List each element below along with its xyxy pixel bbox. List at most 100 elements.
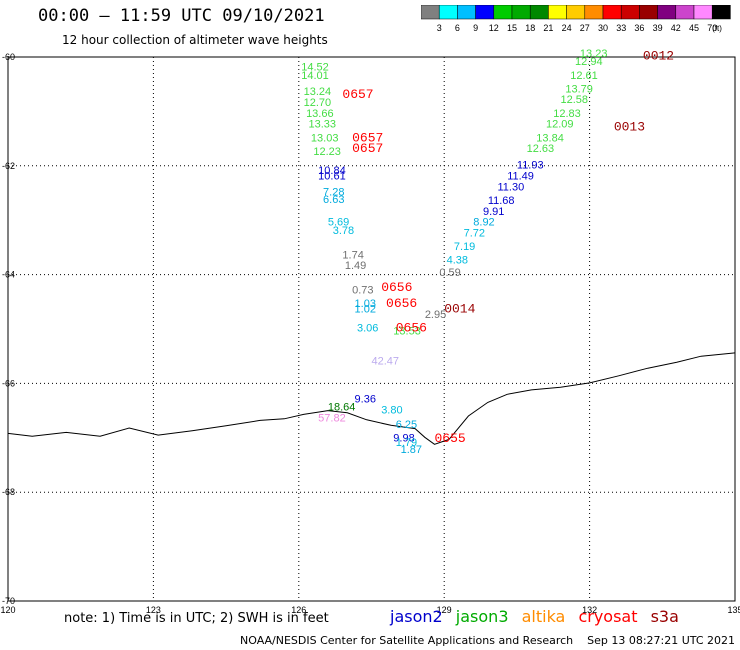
swh-value-cryosat: 14.52	[301, 62, 329, 74]
swh-value-s3a: 12.83	[553, 108, 581, 120]
swh-value-s3a: 13.23	[580, 48, 608, 60]
swh-value-s3a: 11.68	[488, 195, 515, 207]
colorbar-label: 6	[455, 23, 460, 33]
swh-value-cryosat: 13.66	[306, 108, 334, 120]
colorbar-unit: (ft)	[712, 24, 722, 33]
swh-value-cryosat: 13.24	[304, 86, 332, 98]
x-tick-label: 123	[146, 605, 161, 615]
swh-value-cryosat: 3.78	[333, 225, 354, 237]
colorbar-label: 39	[653, 23, 663, 33]
colorbar-label: 70	[707, 23, 717, 33]
swh-value-s3a: 11.30	[498, 181, 525, 193]
y-tick-label: -66	[2, 378, 15, 388]
swh-value-cryosat: 0.73	[352, 285, 373, 297]
x-tick-label: 120	[0, 605, 15, 615]
pass-time-label: 0657	[342, 87, 373, 102]
swh-value-cryosat: 18.64	[328, 402, 356, 414]
legend-s3a: s3a	[650, 607, 679, 626]
swh-value-s3a: 13.79	[565, 83, 593, 95]
y-tick-label: -70	[2, 596, 15, 606]
credit-line: NOAA/NESDIS Center for Satellite Applica…	[240, 634, 736, 647]
swh-value-cryosat: 10.61	[318, 170, 346, 182]
swh-value-cryosat: 13.33	[308, 119, 336, 131]
swh-value-cryosat: 5.69	[328, 217, 349, 229]
swh-value-cryosat: 1.03	[355, 298, 376, 310]
x-tick-label: 126	[291, 605, 306, 615]
coastline	[7, 352, 736, 445]
colorbar-label: 9	[473, 23, 478, 33]
colorbar-label: 45	[689, 23, 699, 33]
swh-value-cryosat: 9.36	[355, 393, 376, 405]
x-tick-label: 129	[437, 605, 452, 615]
footer-note: note: 1) Time is in UTC; 2) SWH is in fe…	[64, 611, 329, 626]
swh-value-cryosat: 1.74	[342, 249, 363, 261]
pass-time-label: 0656	[386, 296, 417, 311]
swh-value-cryosat: 2.95	[425, 309, 446, 321]
legend-jason2: jason2	[390, 607, 443, 626]
pass-time-label: 0656	[381, 280, 412, 295]
pass-time-label: 0657	[352, 130, 383, 145]
swh-value-cryosat: 13.03	[311, 132, 339, 144]
swh-value-s3a: 11.93	[517, 160, 544, 172]
swh-value-s3a: 0.59	[439, 267, 460, 279]
swh-value-s3a: 4.38	[447, 255, 468, 267]
swh-value-s3a: 12.94	[575, 56, 603, 68]
x-tick-label: 132	[582, 605, 597, 615]
swh-value-cryosat: 42.47	[372, 355, 400, 367]
colorbar-label: 27	[580, 23, 590, 33]
colorbar-label: 42	[671, 23, 681, 33]
swh-value-s3a: 8.92	[473, 217, 494, 229]
y-tick-label: -64	[2, 270, 15, 280]
swh-value-cryosat: 6.25	[396, 419, 417, 431]
colorbar-label: 15	[507, 23, 517, 33]
y-tick-label: -68	[2, 487, 15, 497]
swh-value-cryosat: 1.87	[401, 444, 422, 456]
swh-value-s3a: 7.19	[454, 241, 475, 253]
legend-cryosat: cryosat	[578, 607, 638, 626]
swh-value-cryosat: 1.49	[345, 260, 366, 272]
swh-value-cryosat: 3.80	[381, 404, 402, 416]
swh-value-cryosat: 1.02	[355, 304, 376, 316]
colorbar: 3 6 9 12 15 18 21 24 27 30 33 36 39 42 45 70(ft)	[421, 5, 731, 33]
swh-value-cryosat: 13.53	[393, 325, 421, 337]
swh-value-s3a: 11.49	[507, 170, 534, 182]
satellite-legend: jason2 jason3 altika cryosat s3a	[390, 607, 687, 626]
swh-value-cryosat: 3.06	[357, 323, 378, 335]
colorbar-label: 30	[598, 23, 608, 33]
colorbar-label: 21	[543, 23, 553, 33]
swh-value-cryosat: 7.28	[323, 187, 344, 199]
colorbar-label: 18	[525, 23, 535, 33]
chart-title: 00:00 – 11:59 UTC 09/10/2021	[38, 6, 325, 26]
swh-value-s3a: 12.63	[527, 143, 555, 155]
colorbar-label: 36	[634, 23, 644, 33]
swh-value-s3a: 7.72	[464, 228, 485, 240]
swh-value-s3a: 9.91	[483, 206, 504, 218]
colorbar-label: 3	[437, 23, 442, 33]
swh-value-s3a: 12.61	[570, 70, 598, 82]
pass-time-label: 0656	[396, 321, 427, 336]
chart-subtitle: 12 hour collection of altimeter wave hei…	[62, 33, 328, 47]
swh-value-cryosat: 57.82	[318, 412, 346, 424]
swh-value-cryosat: 10.84	[318, 165, 346, 177]
swh-value-cryosat: 1.79	[396, 437, 417, 449]
map-frame	[7, 56, 736, 602]
pass-time-label: 0012	[643, 49, 674, 64]
y-tick-label: -60	[2, 52, 15, 62]
swh-value-s3a: 12.58	[561, 94, 589, 106]
pass-time-label: 0013	[614, 119, 645, 134]
y-tick-label: -62	[2, 161, 15, 171]
swh-value-cryosat: 12.70	[304, 97, 332, 109]
colorbar-label: 33	[616, 23, 626, 33]
swh-value-s3a: 12.09	[546, 119, 574, 131]
pass-time-label: 0657	[352, 141, 383, 156]
pass-time-label: 0014	[444, 302, 475, 317]
swh-value-s3a: 13.84	[536, 132, 564, 144]
swh-value-cryosat: 14.01	[301, 70, 329, 82]
swh-value-cryosat: 6.63	[323, 194, 344, 206]
pass-time-label: 0655	[435, 431, 466, 446]
colorbar-swatch	[711, 5, 731, 20]
x-tick-label: 135	[727, 605, 740, 615]
swh-value-cryosat: 12.23	[313, 146, 341, 158]
legend-altika: altika	[521, 607, 566, 626]
